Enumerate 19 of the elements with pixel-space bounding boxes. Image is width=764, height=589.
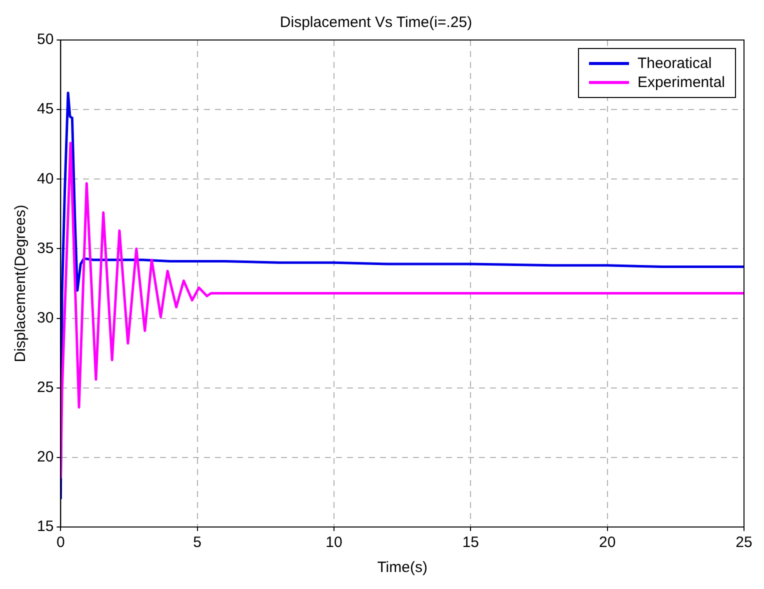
y-tick-label: 15	[36, 518, 54, 536]
x-tick-label: 25	[736, 534, 752, 552]
y-tick-label: 25	[36, 379, 54, 396]
y-tick-label: 40	[36, 170, 54, 188]
x-tick-label: 10	[326, 534, 342, 552]
y-tick-label: 35	[36, 240, 54, 257]
legend-label: Theoratical	[637, 55, 712, 72]
y-tick-label: 50	[36, 31, 54, 48]
x-tick-label: 0	[56, 534, 65, 552]
x-tick-label: 5	[193, 534, 202, 552]
y-axis-title: Displacement(Degrees)	[12, 204, 30, 362]
legend-label: Experimental	[637, 74, 725, 91]
chart-title: Displacement Vs Time(i=.25)	[280, 14, 472, 32]
y-tick-label: 20	[36, 448, 54, 466]
y-tick-label: 45	[36, 100, 54, 118]
x-tick-label: 20	[598, 534, 616, 552]
y-tick-label: 30	[36, 309, 54, 326]
x-axis-title: Time(s)	[377, 559, 428, 576]
x-tick-label: 15	[462, 534, 480, 552]
